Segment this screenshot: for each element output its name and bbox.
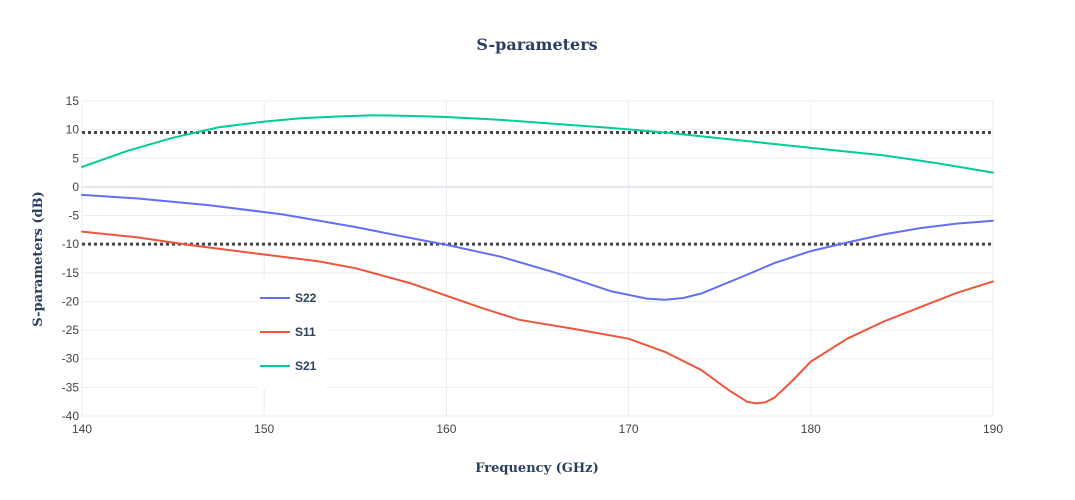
legend-label-s21: S21	[295, 359, 317, 373]
series-line-s22	[81, 193, 994, 301]
series-layer	[81, 114, 994, 405]
x-tick-label: 190	[983, 422, 1003, 436]
legend-label-s11: S11	[295, 325, 316, 339]
threshold-lines	[82, 131, 993, 246]
series-line-s21	[81, 114, 994, 174]
y-tick-label: -40	[62, 409, 80, 423]
x-tick-label: 160	[436, 422, 456, 436]
y-tick-label: -10	[62, 237, 80, 251]
y-axis-title: S-parameters (dB)	[31, 191, 46, 326]
tick-labels: 140 150 160 170 180 190 15 10 5 0 -5 -10 -15 -20 -25 -3…	[62, 94, 1004, 436]
series-line-s11	[81, 230, 994, 405]
y-tick-label: 5	[72, 151, 79, 165]
y-tick-label: -15	[62, 266, 80, 280]
legend-label-s22: S22	[295, 291, 317, 305]
y-tick-label: -30	[62, 352, 80, 366]
x-axis-title: Frequency (GHz)	[475, 461, 598, 476]
y-tick-label: -5	[68, 209, 79, 223]
y-tick-label: -20	[62, 294, 80, 308]
x-tick-label: 140	[72, 422, 92, 436]
y-tick-label: -25	[62, 323, 80, 337]
x-tick-label: 150	[254, 422, 274, 436]
x-tick-label: 180	[801, 422, 821, 436]
y-tick-label: -35	[62, 380, 80, 394]
y-tick-label: 10	[66, 123, 80, 137]
legend: S22 S11 S21	[258, 280, 326, 388]
x-tick-label: 170	[619, 422, 639, 436]
y-tick-label: 0	[72, 180, 79, 194]
y-tick-label: 15	[66, 94, 80, 108]
chart-title: S-parameters	[476, 35, 597, 54]
